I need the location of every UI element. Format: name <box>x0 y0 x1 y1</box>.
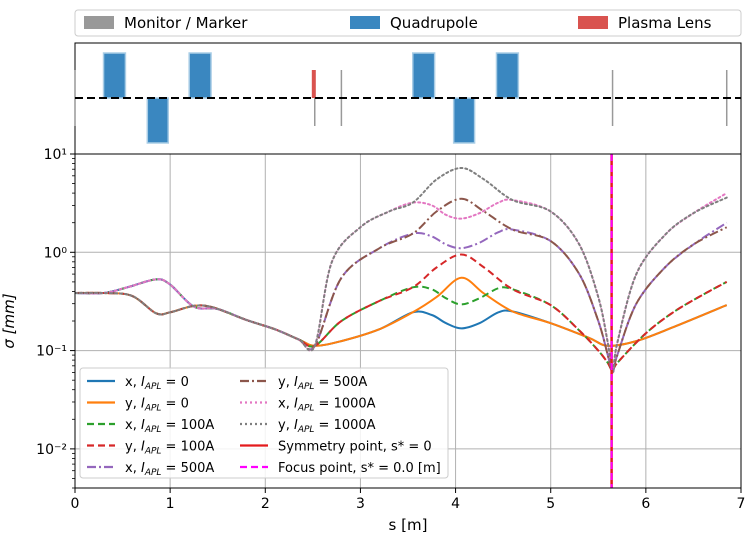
quadrupole-defocusing <box>452 97 476 144</box>
legend-label: Symmetry point, s* = 0 <box>278 440 432 455</box>
legend-label: y, IAPL = 0 <box>125 397 189 414</box>
x-axis-ticks: 0 1 2 3 4 5 6 7 <box>71 488 746 512</box>
series-lines <box>75 166 728 442</box>
y-tick-label: 10⁻¹ <box>36 344 67 360</box>
x-tick-label: 2 <box>261 496 270 512</box>
beam-size-plot: 0 1 2 3 4 5 6 7 10⁻² 10⁻¹ 10⁰ 10¹ s [m] σ [mm] x, … <box>0 147 745 534</box>
x-tick-label: 5 <box>546 496 555 512</box>
legend-swatch-quadrupole <box>350 16 380 29</box>
legend-label: y, IAPL = 1000A <box>278 418 376 435</box>
x-axis-label: s [m] <box>389 516 428 534</box>
legend-label: x, IAPL = 1000A <box>278 397 376 414</box>
legend-right-column: y, IAPL = 500A x, IAPL = 1000A y, IAPL = 1… <box>240 375 441 476</box>
lattice-panel <box>74 42 742 155</box>
legend-label: Focus point, s* = 0.0 [m] <box>278 461 441 476</box>
legend-label: x, IAPL = 0 <box>125 375 189 392</box>
legend-label-monitor: Monitor / Marker <box>124 14 248 32</box>
legend-label-quadrupole: Quadrupole <box>390 14 478 32</box>
series-line-7 <box>75 166 728 374</box>
y-tick-label: 10⁰ <box>44 245 68 261</box>
legend-label-plasma-lens: Plasma Lens <box>618 14 712 32</box>
quadrupole-focusing <box>495 52 520 99</box>
quadrupole-defocusing <box>146 97 169 144</box>
legend-left-column: x, IAPL = 0 y, IAPL = 0 x, IAPL = 100A y, I… <box>87 375 214 478</box>
x-tick-label: 6 <box>641 496 650 512</box>
y-axis-label: σ [mm] <box>0 293 18 348</box>
y-tick-label: 10⁻² <box>36 442 67 458</box>
x-tick-label: 7 <box>737 496 746 512</box>
legend-label: y, IAPL = 100A <box>125 440 214 457</box>
y-tick-label: 10¹ <box>44 147 67 163</box>
plasma-lens <box>311 70 316 98</box>
quadrupole-focusing <box>412 52 436 99</box>
lattice-legend: Monitor / Marker Quadrupole Plasma Lens <box>74 9 742 37</box>
quadrupole-focusing <box>102 52 127 99</box>
legend-swatch-monitor <box>84 16 114 29</box>
legend-label: y, IAPL = 500A <box>278 375 367 392</box>
x-tick-label: 1 <box>166 496 175 512</box>
lattice-elements <box>74 52 728 144</box>
legend-label: x, IAPL = 500A <box>125 461 214 478</box>
x-tick-label: 4 <box>451 496 460 512</box>
x-tick-label: 0 <box>71 496 80 512</box>
x-tick-label: 3 <box>356 496 365 512</box>
plot-legend: x, IAPL = 0 y, IAPL = 0 x, IAPL = 100A y, I… <box>79 367 449 479</box>
legend-label: x, IAPL = 100A <box>125 418 214 435</box>
quadrupole-focusing <box>188 52 212 99</box>
y-axis-ticks: 10⁻² 10⁻¹ 10⁰ 10¹ <box>36 147 75 489</box>
legend-swatch-plasma-lens <box>578 16 608 29</box>
